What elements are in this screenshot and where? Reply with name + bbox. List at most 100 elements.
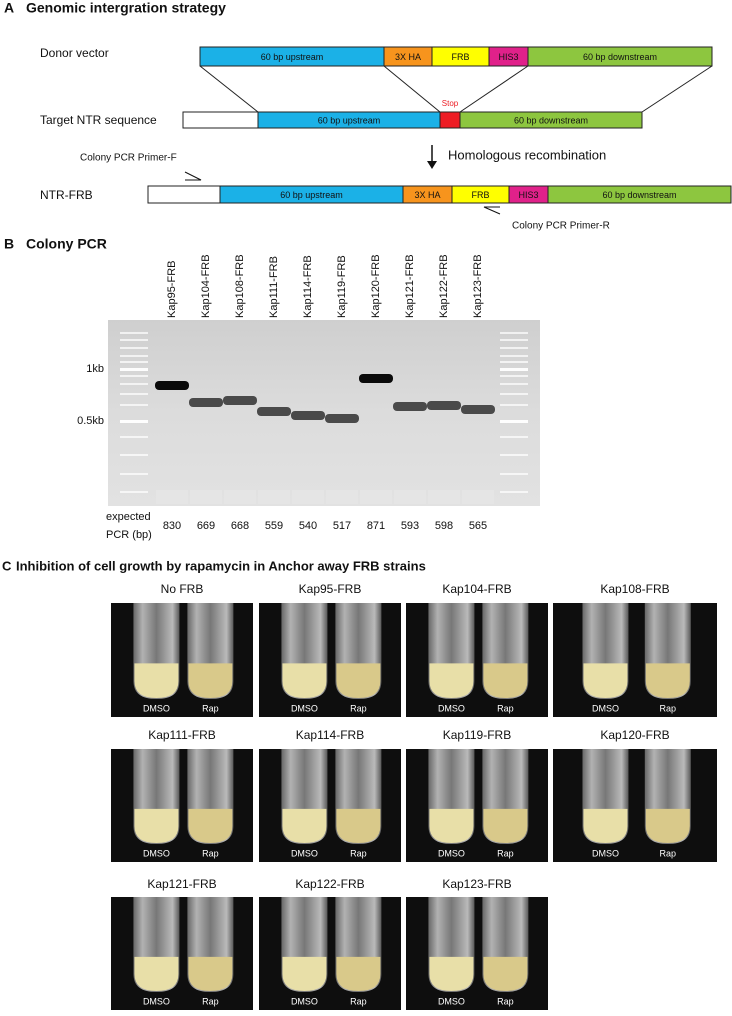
ladder-band (120, 404, 148, 406)
gel-well-shadow (462, 490, 494, 504)
segment-label: 3X HA (395, 52, 421, 62)
panel-title: Inhibition of cell growth by rapamycin i… (16, 558, 426, 573)
panel-title: Genomic intergration strategy (26, 0, 226, 16)
segment-label: HIS3 (518, 190, 538, 200)
ladder-band (120, 339, 148, 341)
gel-band (189, 398, 223, 407)
segment-label: HIS3 (498, 52, 518, 62)
segment (439, 111, 461, 129)
expected-size: 598 (435, 520, 453, 532)
strain-name: Kap120-FRB (600, 728, 669, 742)
ladder-band (500, 332, 528, 334)
segment (147, 185, 221, 204)
expected-label: PCR (bp) (106, 529, 152, 541)
gel-well-shadow (156, 490, 188, 504)
strain-name: Kap108-FRB (600, 582, 669, 596)
culture (483, 663, 528, 698)
ladder-band (500, 383, 528, 385)
segment-label: 60 bp downstream (583, 52, 657, 62)
arrow-head (427, 161, 437, 169)
ladder-band (500, 454, 528, 456)
segment (182, 111, 259, 129)
culture (583, 663, 628, 698)
gel-band (291, 411, 325, 420)
tube-label: DMSO (438, 848, 465, 858)
gel-band (257, 407, 291, 416)
ladder-band (120, 393, 148, 395)
gel-band (359, 374, 393, 383)
ladder-band (500, 404, 528, 406)
strain-name: Kap119-FRB (443, 728, 511, 742)
gel-band (223, 396, 257, 405)
segment-label: 60 bp downstream (602, 190, 676, 200)
segment-label: 60 bp upstream (261, 52, 324, 62)
ladder-band (500, 491, 528, 493)
crossover-line (383, 65, 441, 113)
gel-well-shadow (326, 490, 358, 504)
row-label: Donor vector (40, 46, 109, 60)
panel-label: C (2, 558, 12, 573)
segment-label: 60 bp upstream (318, 115, 381, 125)
strain-name: Kap122-FRB (295, 877, 364, 891)
tube-label: DMSO (438, 996, 465, 1006)
gel-well-shadow (360, 490, 392, 504)
ladder-band (500, 393, 528, 395)
lane-label: Kap122-FRB (438, 254, 450, 318)
culture (134, 808, 179, 843)
gel-band (325, 414, 359, 423)
culture (483, 808, 528, 843)
ladder-band (120, 436, 148, 438)
gel-well-shadow (190, 490, 222, 504)
marker-label: 1kb (86, 363, 104, 375)
panel-label: B (4, 236, 14, 252)
lane-label: Kap119-FRB (336, 255, 348, 318)
segment (459, 111, 643, 129)
crossover-line (199, 65, 259, 113)
segment-label: 60 bp downstream (514, 115, 588, 125)
tube-label: DMSO (291, 703, 318, 713)
gel-band (427, 401, 461, 410)
panel-label: A (4, 0, 14, 16)
strain-name: Kap121-FRB (147, 877, 216, 891)
culture (429, 808, 474, 843)
primer-label: Colony PCR Primer-R (512, 221, 610, 232)
tube-label: DMSO (143, 996, 170, 1006)
lane-label: Kap111-FRB (268, 256, 280, 318)
culture (645, 663, 690, 698)
expected-size: 559 (265, 520, 283, 532)
stop-label: Stop (442, 99, 459, 108)
ladder-band (500, 436, 528, 438)
culture (282, 808, 327, 843)
lane-label: Kap104-FRB (200, 254, 212, 318)
ladder-band (120, 420, 148, 423)
row-label: Target NTR sequence (40, 113, 157, 127)
gel-well-shadow (224, 490, 256, 504)
culture (336, 808, 381, 843)
tube-label: Rap (350, 848, 367, 858)
tube-label: DMSO (438, 703, 465, 713)
row-label: NTR-FRB (40, 188, 93, 202)
expected-label: expected (106, 511, 151, 523)
culture (429, 663, 474, 698)
tube-label: Rap (202, 703, 219, 713)
culture (188, 956, 233, 991)
ladder-band (500, 339, 528, 341)
expected-size: 565 (469, 520, 487, 532)
tube-label: Rap (497, 996, 514, 1006)
expected-size: 871 (367, 520, 385, 532)
ladder-band (120, 473, 148, 475)
tube-photo (553, 749, 717, 862)
ladder-band (500, 361, 528, 363)
arrow-label: Homologous recombination (448, 147, 606, 162)
ladder-band (120, 347, 148, 349)
tube-label: Rap (350, 996, 367, 1006)
ladder-band (500, 355, 528, 357)
lane-label: Kap123-FRB (472, 254, 484, 318)
culture (336, 956, 381, 991)
ladder-band (500, 368, 528, 371)
lane-label: Kap121-FRB (404, 254, 416, 318)
tube-label: Rap (202, 996, 219, 1006)
expected-size: 540 (299, 520, 317, 532)
ladder-band (120, 375, 148, 377)
ladder-band (120, 332, 148, 334)
